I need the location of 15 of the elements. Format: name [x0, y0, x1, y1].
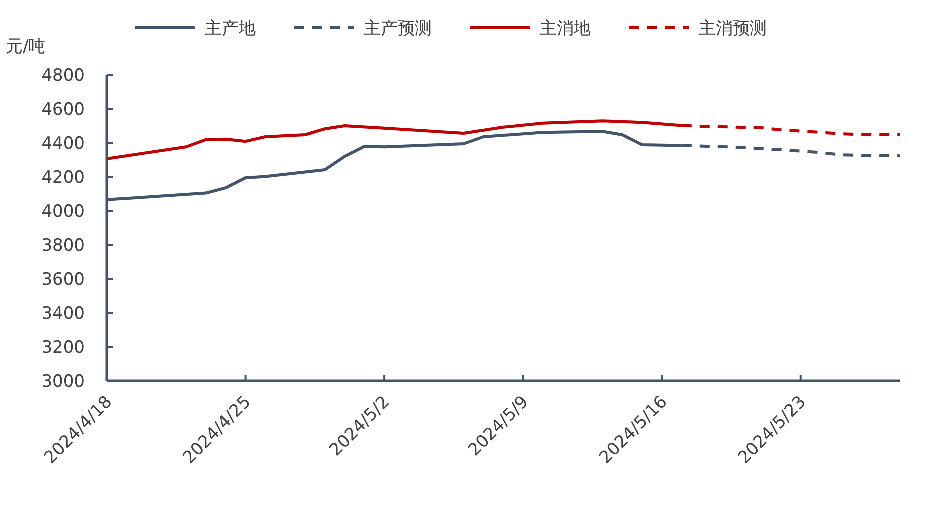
y-tick-label: 3000: [42, 372, 85, 392]
legend-label: 主产预测: [364, 19, 432, 39]
y-tick-label: 3800: [42, 236, 85, 256]
y-tick-label: 4600: [42, 100, 85, 120]
y-tick-label: 4200: [42, 168, 85, 188]
y-tick-label: 4400: [42, 134, 85, 154]
y-tick-label: 3400: [42, 304, 85, 324]
legend-label: 主消预测: [699, 19, 767, 39]
y-axis-title: 元/吨: [6, 37, 46, 57]
y-tick-label: 4000: [42, 202, 85, 222]
legend-label: 主消地: [540, 19, 591, 39]
y-tick-label: 4800: [42, 66, 85, 86]
y-tick-label: 3600: [42, 270, 85, 290]
y-tick-label: 3200: [42, 338, 85, 358]
legend-label: 主产地: [205, 19, 256, 39]
